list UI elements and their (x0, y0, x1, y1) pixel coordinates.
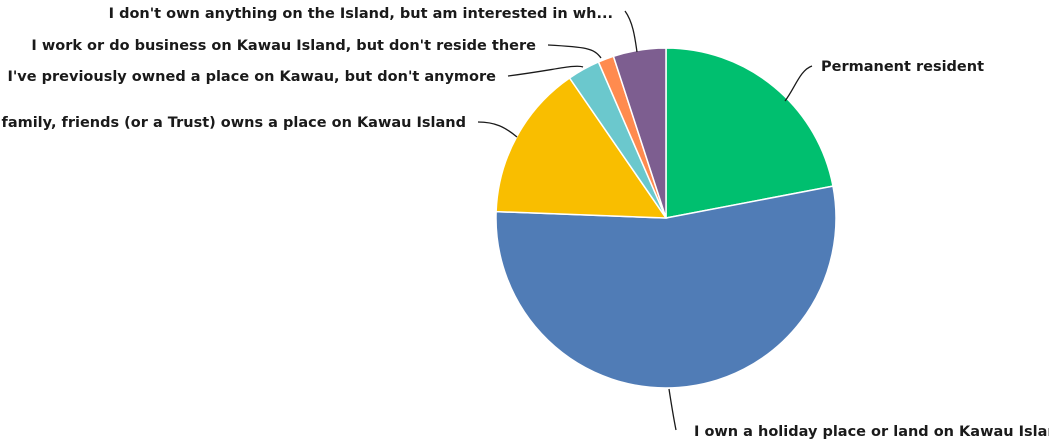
slice-label-holiday-place: I own a holiday place or land on Kawau I… (694, 424, 1049, 440)
slice-label-dont-own-interested: I don't own anything on the Island, but … (109, 6, 613, 22)
slice-dont-own-interested (612, 47, 667, 219)
slice-family-friends-trust (495, 76, 668, 219)
leader-line-holiday-place (668, 388, 677, 431)
slice-label-permanent-resident: Permanent resident (821, 59, 984, 75)
slice-label-work-business: I work or do business on Kawau Island, b… (31, 38, 536, 54)
slice-label-family-friends-trust: My family, friends (or a Trust) owns a p… (0, 115, 466, 131)
slice-permanent-resident (665, 47, 834, 219)
leader-line-work-business (547, 44, 602, 59)
leader-lines-layer (477, 10, 813, 431)
slices-layer (495, 47, 837, 389)
leader-line-dont-own-interested (624, 10, 638, 53)
slice-holiday-place (495, 185, 837, 389)
leader-line-previously-owned (507, 65, 584, 77)
labels-layer: Permanent resident I own a holiday place… (0, 6, 1049, 440)
slice-label-previously-owned: I've previously owned a place on Kawau, … (7, 69, 496, 85)
leader-line-permanent-resident (784, 65, 813, 102)
leader-line-family-friends-trust (477, 121, 518, 138)
